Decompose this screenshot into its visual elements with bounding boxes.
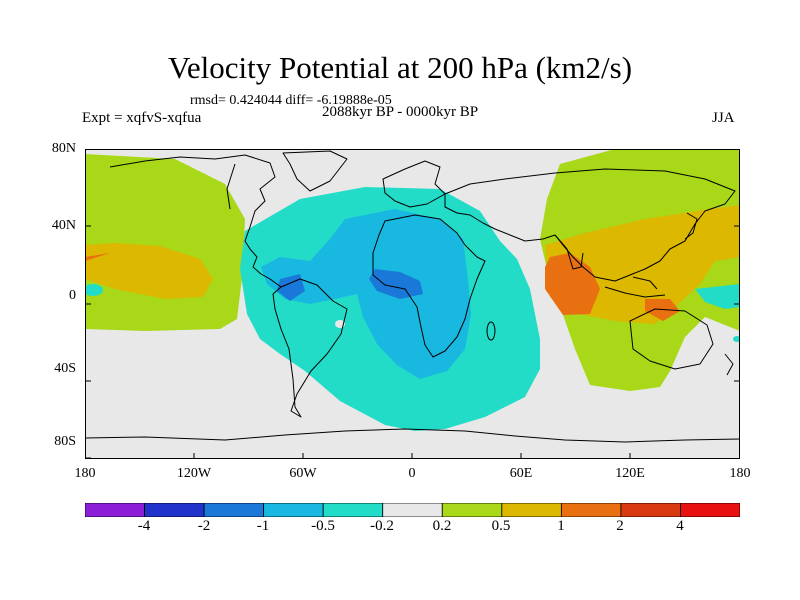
colorbar-swatch [263, 503, 324, 517]
lat-label-80s: 80S [54, 434, 76, 449]
colorbar-label: 0.5 [491, 518, 511, 534]
colorbar-label: -1 [256, 518, 270, 534]
colorbar-swatch [382, 503, 443, 517]
colorbar-swatch [322, 503, 384, 517]
lat-label-40s: 40S [54, 361, 76, 376]
colorbar-swatch [501, 503, 562, 517]
colorbar [85, 503, 740, 517]
colorbar-label: 0.2 [432, 518, 452, 534]
lon-label-180e: 180 [729, 466, 751, 481]
colorbar-label: 2 [616, 518, 624, 534]
period-label: 2088kyr BP - 0000kyr BP [322, 104, 479, 120]
map-title: Velocity Potential at 200 hPa (km2/s) [167, 50, 633, 85]
lat-label-0: 0 [69, 288, 76, 303]
colorbar-label: -4 [137, 518, 151, 534]
stats-text: rmsd= 0.424044 diff= -6.19888e-05 [190, 93, 392, 108]
colorbar-label: -0.5 [311, 518, 335, 534]
colorbar-swatch [203, 503, 265, 517]
colorbar-label: 1 [557, 518, 565, 534]
lon-label-0: 0 [408, 466, 416, 481]
lon-label-60e: 60E [509, 466, 533, 481]
lon-label-180w: 180 [74, 466, 96, 481]
colorbar-swatch [560, 503, 622, 517]
season-label: JJA [712, 110, 735, 126]
velocity-potential-map [85, 149, 740, 459]
lat-label-80n: 80N [51, 141, 76, 156]
colorbar-swatch [680, 503, 740, 517]
colorbar-swatch [441, 503, 503, 517]
colorbar-label: -2 [197, 518, 211, 534]
lon-label-120w: 120W [176, 466, 212, 481]
colorbar-label: -0.2 [370, 518, 394, 534]
lon-label-120e: 120E [615, 466, 645, 481]
colorbar-label: 4 [676, 518, 684, 534]
colorbar-swatch [620, 503, 681, 517]
lat-label-40n: 40N [51, 218, 76, 233]
colorbar-swatch [144, 503, 205, 517]
colorbar-swatch [85, 503, 145, 517]
experiment-label: Expt = xqfvS-xqfua [82, 110, 202, 126]
lon-label-60w: 60W [289, 466, 317, 481]
